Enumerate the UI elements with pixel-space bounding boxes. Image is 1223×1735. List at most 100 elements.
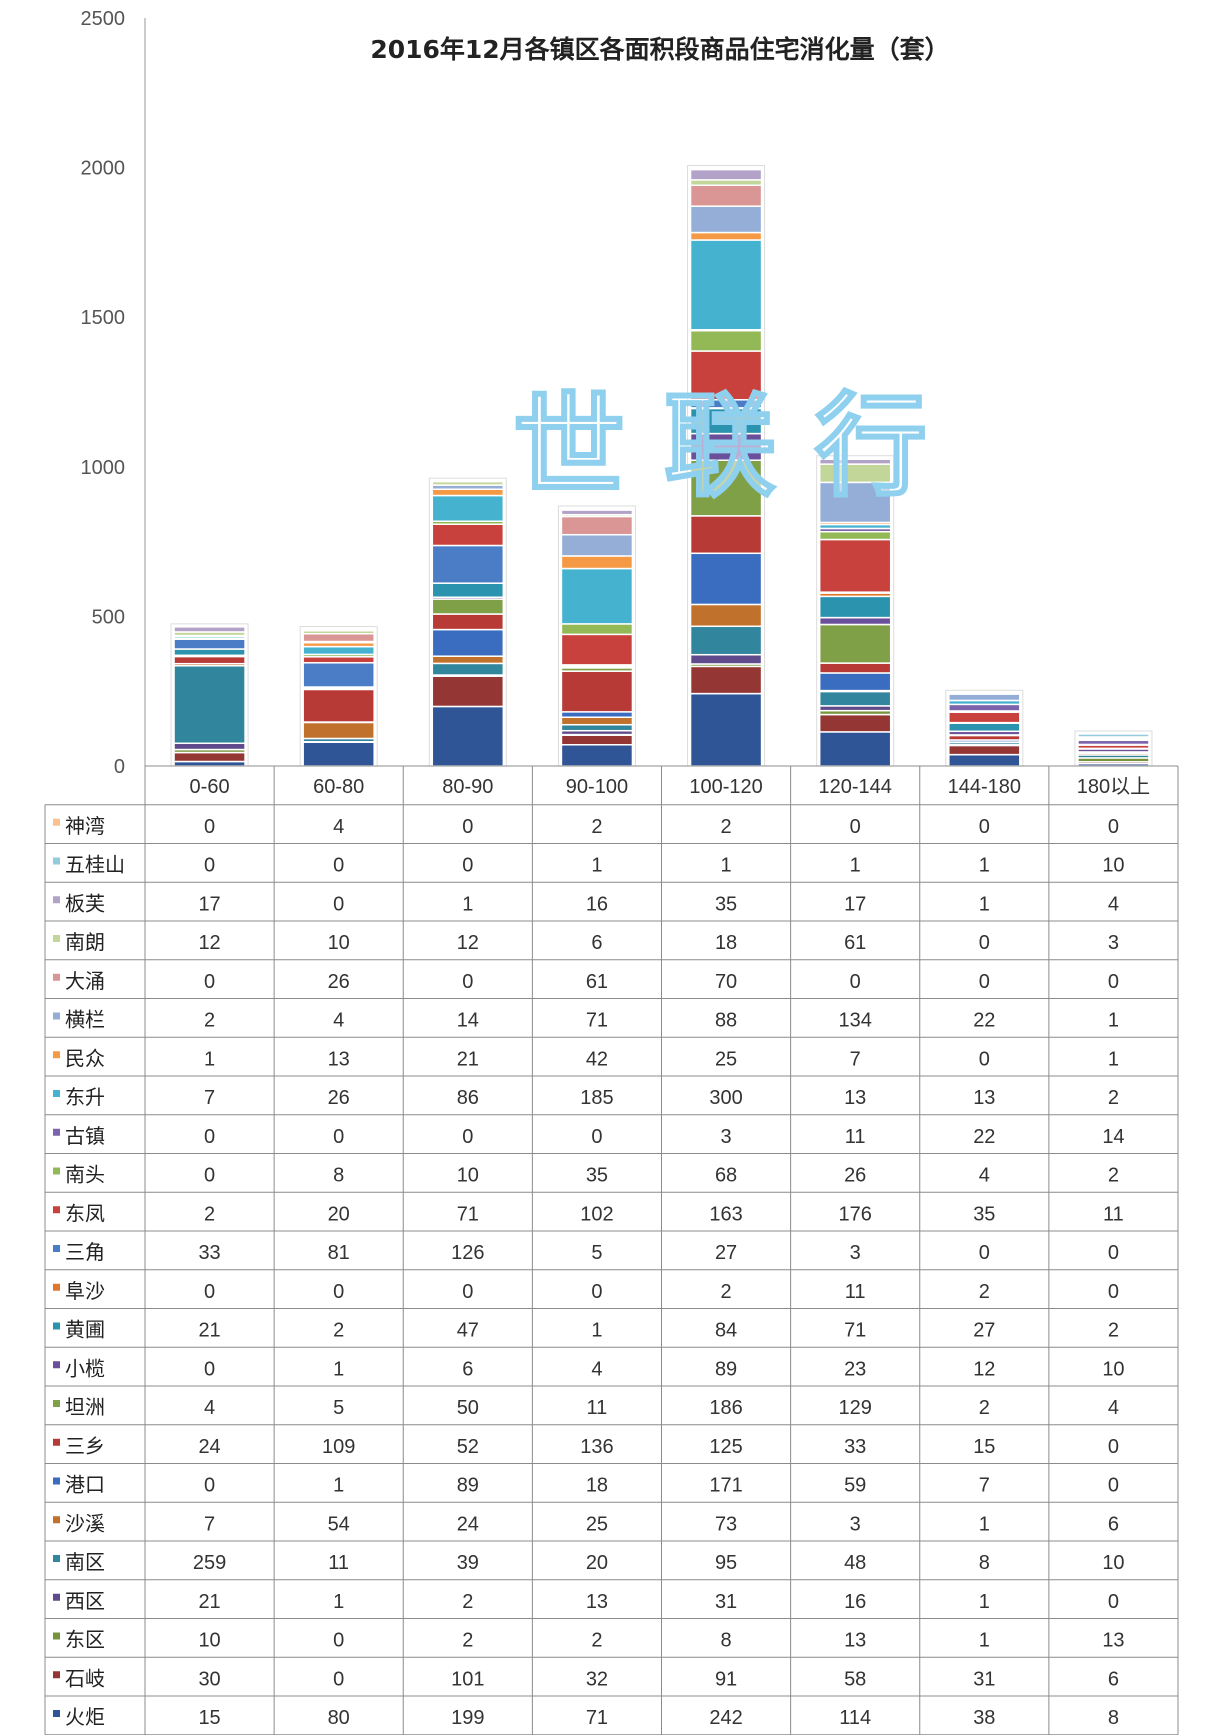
bar-segment-东升-100-120 — [689, 239, 763, 331]
legend-label: 板芙 — [65, 891, 105, 915]
bar-segment-坦洲-120-144 — [818, 623, 892, 664]
table-cell: 163 — [709, 1203, 742, 1225]
bar-segment-坦洲-100-120 — [689, 459, 763, 517]
bar-segment-石岐-120-144 — [818, 713, 892, 733]
table-cell: 3 — [850, 1242, 861, 1264]
legend-key — [53, 1206, 60, 1214]
table-cell: 0 — [204, 816, 215, 838]
table-cell: 18 — [715, 932, 737, 954]
table-cell: 3 — [1108, 932, 1119, 954]
table-cell: 10 — [1102, 1552, 1124, 1574]
bar-segment-三乡-120-144 — [818, 662, 892, 674]
table-cell: 6 — [1108, 1668, 1119, 1690]
bar-segment-南头-90-100 — [560, 623, 634, 636]
table-cell: 2 — [204, 1203, 215, 1225]
table-cell: 0 — [591, 1281, 602, 1303]
bar-segment-东凤-144-180 — [948, 711, 1021, 724]
bar-segment-沙溪-80-90 — [431, 655, 505, 665]
table-cell: 0 — [979, 1242, 990, 1264]
table-cell: 26 — [844, 1165, 866, 1187]
bar-segment-大涌-90-100 — [560, 515, 634, 536]
table-cell: 0 — [204, 1358, 215, 1380]
table-cell: 171 — [709, 1475, 742, 1497]
table-cell: 71 — [586, 1010, 608, 1032]
table-cell: 59 — [844, 1475, 866, 1497]
bar-segment-火炬-120-144 — [818, 731, 892, 767]
table-cell: 86 — [457, 1087, 479, 1109]
table-cell: 4 — [204, 1397, 215, 1419]
table-cell: 61 — [586, 971, 608, 993]
table-cell: 2 — [591, 816, 602, 838]
bar-segment-神湾-60-80 — [302, 628, 375, 632]
table-cell: 185 — [580, 1087, 613, 1109]
bar-segment-三角-80-90 — [431, 544, 505, 584]
table-cell: 0 — [333, 893, 344, 915]
bar-segment-港口-90-100 — [560, 711, 634, 718]
legend-key — [53, 1555, 60, 1562]
table-cell: 1 — [979, 1591, 990, 1613]
table-cell: 0 — [462, 816, 473, 838]
table-cell: 12 — [198, 932, 220, 954]
table-cell: 300 — [709, 1087, 742, 1109]
table-cell: 16 — [586, 893, 608, 915]
bar-segment-石岐-100-120 — [689, 665, 763, 695]
table-cell: 4 — [333, 1010, 344, 1032]
bar-segment-小榄-120-144 — [818, 616, 892, 626]
bar-segment-板芙-80-90 — [431, 480, 505, 483]
bar-segment-西区-0-60 — [173, 742, 246, 751]
legend-label: 西区 — [65, 1589, 105, 1613]
legend-key — [53, 896, 60, 904]
table-cell: 88 — [715, 1010, 737, 1032]
legend-label: 南朗 — [65, 930, 105, 954]
table-cell: 14 — [1102, 1126, 1124, 1148]
legend-key — [53, 1322, 60, 1330]
table-cell: 25 — [586, 1513, 608, 1535]
table-cell: 1 — [591, 855, 602, 877]
table-cell: 1 — [333, 1358, 344, 1380]
y-tick-label: 2000 — [81, 158, 126, 180]
bar-segment-五桂山-180以上 — [1077, 733, 1150, 738]
table-cell: 4 — [979, 1165, 990, 1187]
bar-segment-港口-120-144 — [818, 672, 892, 692]
table-cell: 1 — [204, 1048, 215, 1070]
bar-segment-南区-80-90 — [431, 662, 505, 676]
table-cell: 134 — [839, 1010, 872, 1032]
table-cell: 14 — [457, 1010, 479, 1032]
table-cell: 0 — [204, 1126, 215, 1148]
table-cell: 10 — [328, 932, 350, 954]
table-cell: 11 — [845, 1126, 866, 1148]
bar-segment-东升-80-90 — [431, 494, 505, 523]
table-cell: 0 — [591, 1126, 602, 1148]
table-cell: 80 — [328, 1707, 350, 1729]
legend-label: 南头 — [65, 1163, 105, 1187]
bar-segment-古镇-144-180 — [948, 703, 1021, 712]
table-cell: 0 — [979, 971, 990, 993]
legend-label: 黄圃 — [65, 1318, 105, 1342]
table-cell: 71 — [457, 1203, 479, 1225]
legend-key — [53, 973, 60, 981]
legend-key — [53, 1167, 60, 1175]
legend-key — [53, 1283, 60, 1291]
table-cell: 0 — [1108, 1591, 1119, 1613]
table-cell: 2 — [979, 1397, 990, 1419]
bar-segment-沙溪-60-80 — [302, 721, 375, 740]
table-cell: 42 — [586, 1048, 608, 1070]
bar-segment-横栏-100-120 — [689, 205, 763, 234]
table-cell: 95 — [715, 1552, 737, 1574]
table-cell: 13 — [1102, 1630, 1124, 1652]
table-cell: 11 — [845, 1281, 866, 1303]
bar-segment-东凤-80-90 — [431, 523, 505, 547]
y-tick-label: 1000 — [81, 457, 126, 479]
table-cell: 24 — [198, 1436, 220, 1458]
table-cell: 21 — [198, 1320, 220, 1342]
table-cell: 81 — [328, 1242, 350, 1264]
bar-segment-三角-60-80 — [302, 662, 375, 688]
table-cell: 136 — [580, 1436, 613, 1458]
table-cell: 71 — [844, 1320, 866, 1342]
table-cell: 89 — [715, 1358, 737, 1380]
bar-segment-三乡-60-80 — [302, 688, 375, 723]
table-cell: 13 — [328, 1048, 350, 1070]
legend-label: 港口 — [65, 1473, 105, 1497]
bar-segment-东凤-60-80 — [302, 656, 375, 664]
bar-segment-沙溪-90-100 — [560, 716, 634, 726]
